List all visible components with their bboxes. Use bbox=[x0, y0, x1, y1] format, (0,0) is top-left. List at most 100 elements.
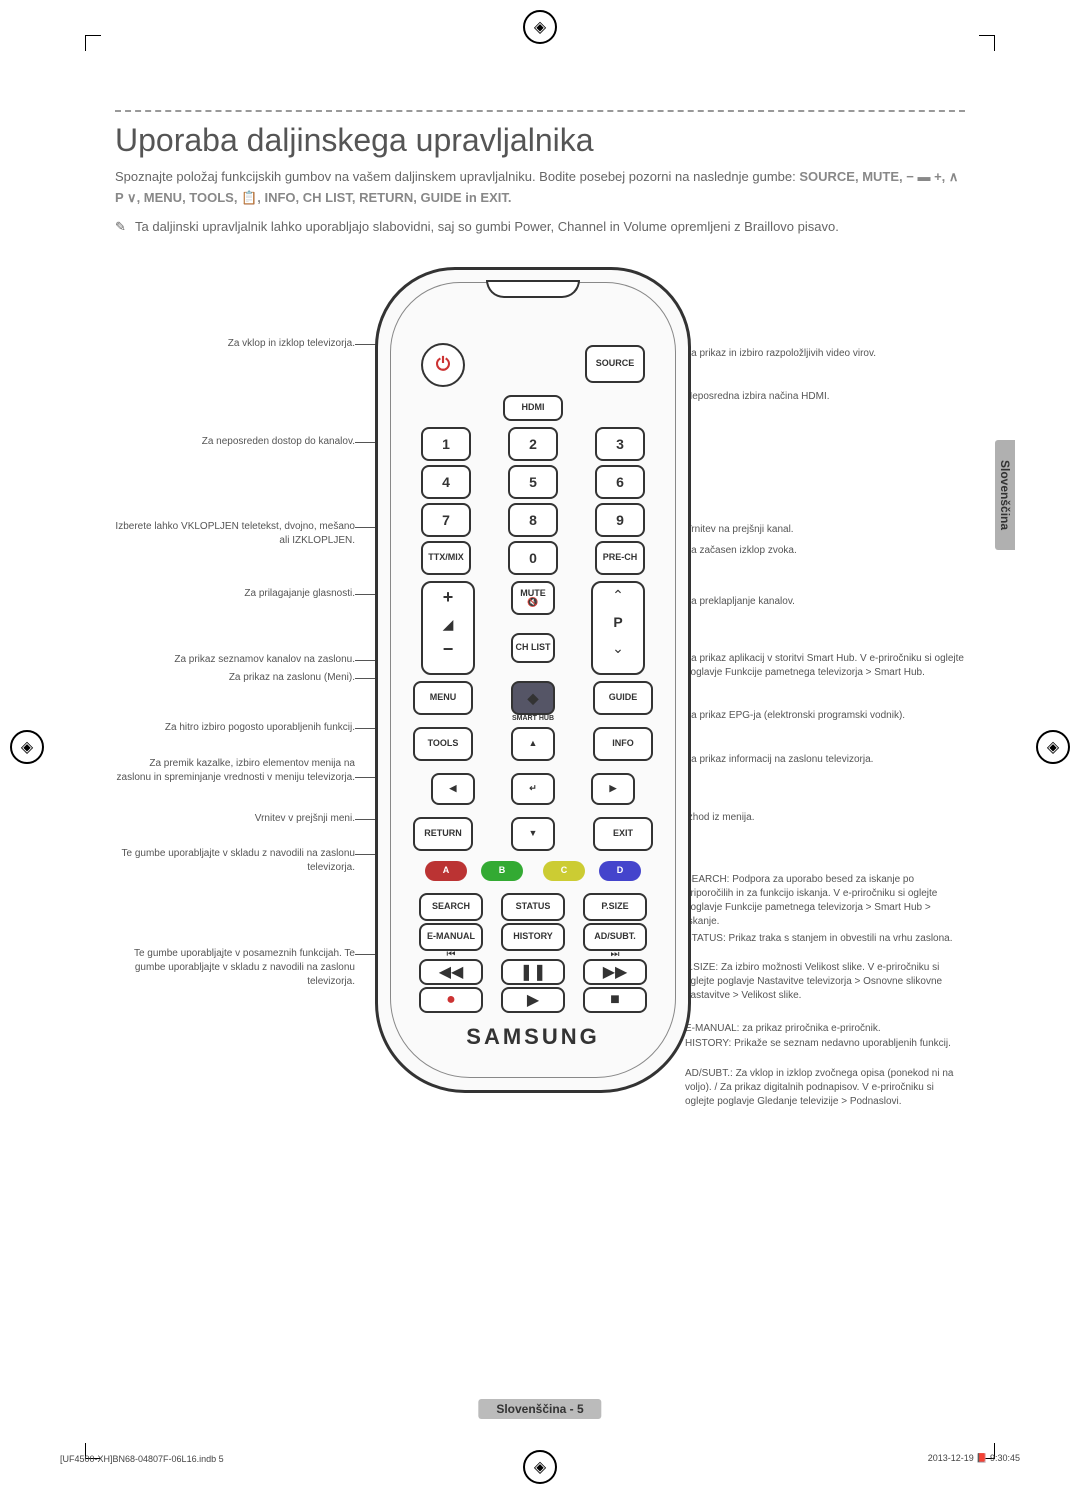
tools-button[interactable]: TOOLS bbox=[413, 727, 473, 761]
stop-button[interactable]: ■ bbox=[583, 987, 647, 1013]
label-guide-right: Za prikaz EPG-ja (elektronski programski… bbox=[685, 709, 965, 723]
crop-corner bbox=[979, 35, 995, 51]
label-channel-right: Za preklapljanje kanalov. bbox=[685, 595, 965, 609]
title-divider bbox=[115, 110, 965, 112]
label-exit-right: Izhod iz menija. bbox=[685, 811, 965, 825]
psize-button[interactable]: P.SIZE bbox=[583, 893, 647, 921]
chlist-button[interactable]: CH LIST bbox=[511, 633, 555, 663]
crop-corner bbox=[85, 35, 101, 51]
registration-mark-bottom bbox=[523, 1450, 557, 1484]
num-7-button[interactable]: 7 bbox=[421, 503, 471, 537]
rewind-button[interactable]: ⏮◀◀ bbox=[419, 959, 483, 985]
num-5-button[interactable]: 5 bbox=[508, 465, 558, 499]
exit-button[interactable]: EXIT bbox=[593, 817, 653, 851]
channel-label: P bbox=[593, 614, 643, 630]
label-psize-right: P.SIZE: Za izbiro možnosti Velikost slik… bbox=[685, 961, 965, 1003]
label-menu-left: Za prikaz na zaslonu (Meni). bbox=[115, 671, 355, 685]
label-hdmi-right: Neposredna izbira načina HDMI. bbox=[685, 390, 965, 404]
nav-up-button[interactable]: ▲ bbox=[511, 727, 555, 761]
remote-inner: ⏻ SOURCE HDMI 1 2 3 4 5 6 7 8 9 TTX/MIX … bbox=[390, 282, 676, 1078]
nav-down-button[interactable]: ▼ bbox=[511, 817, 555, 851]
language-tab: Slovenščina bbox=[995, 440, 1015, 550]
intro-text: Spoznajte položaj funkcijskih gumbov na … bbox=[115, 167, 965, 209]
label-search-right: SEARCH: Podpora za uporabo besed za iska… bbox=[685, 873, 965, 929]
source-button[interactable]: SOURCE bbox=[585, 345, 645, 383]
nav-right-button[interactable]: ▶ bbox=[591, 773, 635, 805]
footer-page-pill: Slovenščina - 5 bbox=[478, 1399, 601, 1419]
mute-button[interactable]: MUTE🔇 bbox=[511, 581, 555, 615]
label-nav-left: Za premik kazalke, izbiro elementov meni… bbox=[115, 757, 355, 785]
braille-note: Ta daljinski upravljalnik lahko uporablj… bbox=[115, 217, 965, 238]
enter-button[interactable]: ↵ bbox=[511, 773, 555, 805]
hdmi-button[interactable]: HDMI bbox=[503, 395, 563, 421]
label-status-right: STATUS: Prikaz traka s stanjem in obvest… bbox=[685, 932, 965, 946]
num-9-button[interactable]: 9 bbox=[595, 503, 645, 537]
label-tools-left: Za hitro izbiro pogosto uporabljenih fun… bbox=[115, 721, 355, 735]
smarthub-button[interactable]: ◆ bbox=[511, 681, 555, 715]
registration-mark-left bbox=[10, 730, 44, 764]
label-chlist-left: Za prikaz seznamov kanalov na zaslonu. bbox=[115, 653, 355, 667]
channel-up-icon: ⌃ bbox=[593, 583, 643, 604]
ttx-button[interactable]: TTX/MIX bbox=[421, 541, 471, 575]
skip-fwd-icon: ⏭ bbox=[611, 949, 620, 960]
label-adsubt-right: AD/SUBT.: Za vklop in izklop zvočnega op… bbox=[685, 1067, 965, 1109]
ir-window bbox=[486, 280, 580, 298]
registration-mark-top bbox=[523, 10, 557, 44]
pause-button[interactable]: ❚❚ bbox=[501, 959, 565, 985]
record-button[interactable]: ● bbox=[419, 987, 483, 1013]
registration-mark-right bbox=[1036, 730, 1070, 764]
num-6-button[interactable]: 6 bbox=[595, 465, 645, 499]
label-source-right: Za prikaz in izbiro razpoložljivih video… bbox=[685, 347, 965, 361]
num-1-button[interactable]: 1 bbox=[421, 427, 471, 461]
volume-down-icon: − bbox=[423, 639, 473, 660]
num-8-button[interactable]: 8 bbox=[508, 503, 558, 537]
prech-button[interactable]: PRE-CH bbox=[595, 541, 645, 575]
note-bold: Power, Channel in Volume bbox=[514, 219, 666, 234]
power-button[interactable]: ⏻ bbox=[421, 343, 465, 387]
status-button[interactable]: STATUS bbox=[501, 893, 565, 921]
volume-icon: ◢ bbox=[423, 616, 473, 633]
smarthub-label: SMART HUB bbox=[512, 715, 554, 722]
search-button[interactable]: SEARCH bbox=[419, 893, 483, 921]
nav-left-button[interactable]: ◀ bbox=[431, 773, 475, 805]
footer-right-text: 2013-12-19 📕 9:30:45 bbox=[928, 1453, 1020, 1464]
num-2-button[interactable]: 2 bbox=[508, 427, 558, 461]
emanual-button[interactable]: E-MANUAL bbox=[419, 923, 483, 951]
play-button[interactable]: ▶ bbox=[501, 987, 565, 1013]
page-title: Uporaba daljinskega upravljalnika bbox=[115, 122, 965, 159]
label-numbers-left: Za neposreden dostop do kanalov. bbox=[115, 435, 355, 449]
yellow-c-button[interactable]: C bbox=[543, 861, 585, 881]
num-4-button[interactable]: 4 bbox=[421, 465, 471, 499]
num-3-button[interactable]: 3 bbox=[595, 427, 645, 461]
adsubt-button[interactable]: AD/SUBT. bbox=[583, 923, 647, 951]
red-a-button[interactable]: A bbox=[425, 861, 467, 881]
fastfwd-button[interactable]: ▶▶⏭ bbox=[583, 959, 647, 985]
remote-diagram: Za vklop in izklop televizorja. Za nepos… bbox=[115, 267, 965, 1147]
label-ttx-left: Izberete lahko VKLOPLJEN teletekst, dvoj… bbox=[115, 520, 355, 548]
volume-up-icon: + bbox=[423, 583, 473, 608]
return-button[interactable]: RETURN bbox=[413, 817, 473, 851]
samsung-logo: SAMSUNG bbox=[378, 1024, 688, 1050]
channel-rocker[interactable]: ⌃ P ⌄ bbox=[591, 581, 645, 675]
label-info-right: Za prikaz informacij na zaslonu televizo… bbox=[685, 753, 965, 767]
label-smarthub-right: Za prikaz aplikacij v storitvi Smart Hub… bbox=[685, 652, 965, 680]
blue-d-button[interactable]: D bbox=[599, 861, 641, 881]
label-volume-left: Za prilagajanje glasnosti. bbox=[115, 587, 355, 601]
note-post: opremljeni z Braillovo pisavo. bbox=[670, 219, 838, 234]
history-button[interactable]: HISTORY bbox=[501, 923, 565, 951]
info-button[interactable]: INFO bbox=[593, 727, 653, 761]
menu-button[interactable]: MENU bbox=[413, 681, 473, 715]
label-return-left: Vrnitev v prejšnji meni. bbox=[115, 812, 355, 826]
mute-icon: 🔇 bbox=[527, 598, 538, 608]
green-b-button[interactable]: B bbox=[481, 861, 523, 881]
footer-left-text: [UF4500-XH]BN68-04807F-06L16.indb 5 bbox=[60, 1454, 224, 1464]
guide-button[interactable]: GUIDE bbox=[593, 681, 653, 715]
label-mute-right: Za začasen izklop zvoka. bbox=[685, 544, 965, 558]
num-0-button[interactable]: 0 bbox=[508, 541, 558, 575]
label-emanual-right: E-MANUAL: za prikaz priročnika e-priročn… bbox=[685, 1022, 965, 1036]
volume-rocker[interactable]: + ◢ − bbox=[421, 581, 475, 675]
label-prech-right: Vrnitev na prejšnji kanal. bbox=[685, 523, 965, 537]
label-power-left: Za vklop in izklop televizorja. bbox=[115, 337, 355, 351]
channel-down-icon: ⌄ bbox=[593, 640, 643, 657]
label-color-left: Te gumbe uporabljajte v skladu z navodil… bbox=[115, 847, 355, 875]
